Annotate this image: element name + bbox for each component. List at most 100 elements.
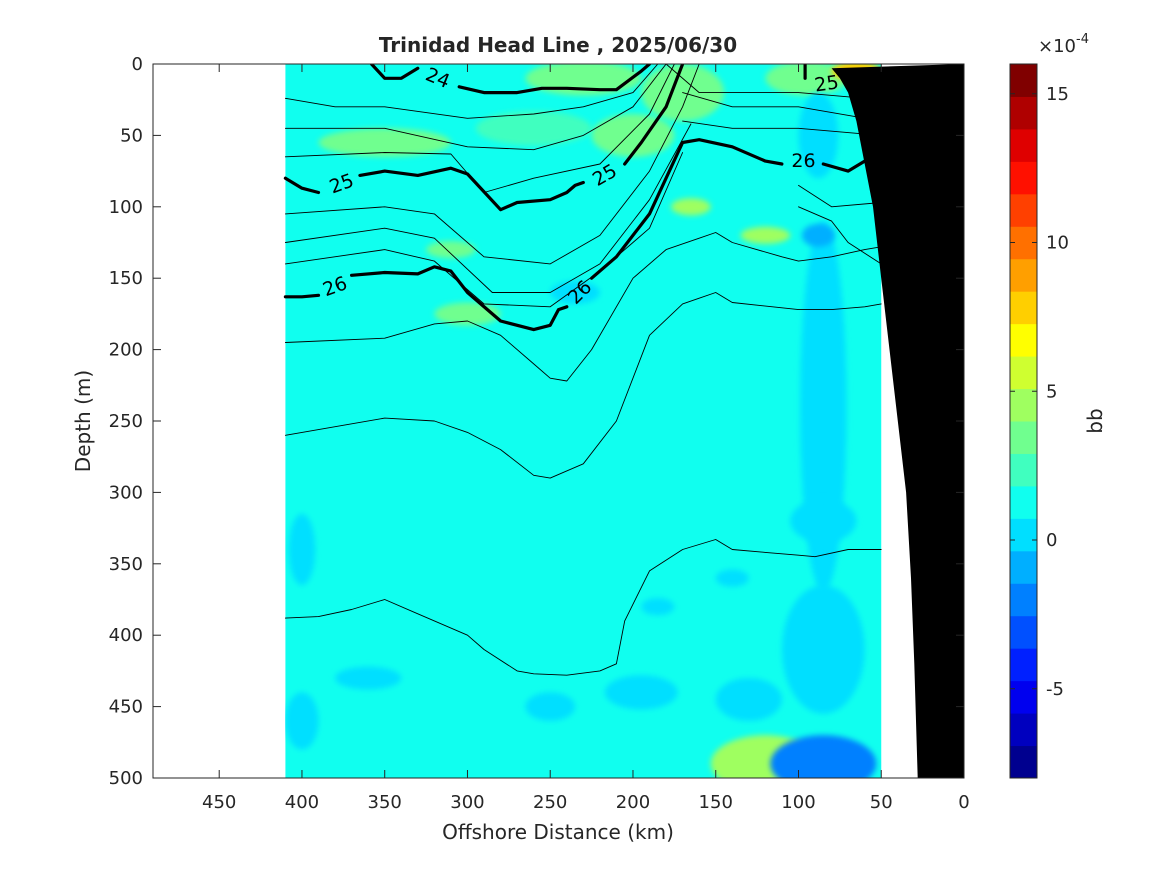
anomaly-layer [285,64,882,778]
colorbar-label: bb [1083,408,1107,433]
x-tick-label: 0 [958,792,969,813]
anomaly-patch [781,585,865,714]
x-tick-label: 150 [699,792,733,813]
anomaly-patch [604,675,678,710]
anomaly-patch [770,735,877,778]
colorbar-cell [1010,193,1037,227]
y-tick-label: 150 [109,268,143,289]
colorbar-frame [1009,63,1038,779]
y-tick-label: 50 [120,125,143,146]
y-tick-label: 400 [109,625,143,646]
contour-line-bold [457,64,652,95]
colorbar-cell [1010,550,1037,584]
y-tick-label: 0 [132,54,143,75]
colorbar-cell [1010,453,1037,487]
anomaly-patch [798,92,839,179]
colorbar-cell [1010,388,1037,422]
x-tick-label: 350 [368,792,402,813]
anomaly-patch [790,499,857,543]
contour-line [284,64,659,119]
colorbar-cell [1010,421,1037,454]
contour-line [284,292,882,479]
colorbar-tick-label: 0 [1046,530,1057,551]
x-tick-label: 50 [870,792,893,813]
y-tick-label: 450 [109,697,143,718]
colorbar-exponent-base: ×10 [1038,36,1076,57]
y-axis: 0 50 100 150 200 250 300 350 400 450 500 [109,54,964,789]
x-tick-label: 100 [781,792,815,813]
chart-title: Trinidad Head Line , 2025/06/30 [379,33,737,57]
contour-label: 26 [791,150,815,172]
anomaly-patch [285,692,319,750]
colorbar-cell [1010,615,1037,649]
colorbar-tick-label: 5 [1046,381,1057,402]
contour-label: 25 [813,71,840,96]
colorbar-exponent: ×10-4 [1038,32,1089,57]
anomaly-patch [740,226,791,244]
colorbar-tick-label: 15 [1046,84,1069,105]
anomaly-patch [800,221,847,593]
anomaly-patch [641,598,675,616]
colorbar-exponent-power: -4 [1076,32,1089,47]
contour-line-bold [358,166,585,212]
x-tick-label: 450 [202,792,236,813]
colorbar-cell [1010,680,1037,714]
contour-line [284,64,700,265]
y-tick-label: 300 [109,482,143,503]
contour-line [798,206,882,265]
anomaly-patch [715,678,782,721]
anomaly-patch [475,111,592,146]
colorbar-cell [1010,161,1037,195]
contour-line [682,120,882,136]
contour-line-bold [283,293,321,299]
anomaly-patch [715,569,749,587]
anomaly-patch [765,64,849,96]
anomaly-patch [671,198,711,216]
y-tick-label: 250 [109,411,143,432]
x-tick-label: 300 [450,792,484,813]
colorbar-cell [1010,518,1037,552]
contour-line [798,184,882,208]
anomaly-patch [801,223,835,247]
x-tick-label: 400 [285,792,319,813]
colorbar-tick-label: 10 [1046,233,1069,254]
contour-line [682,92,882,122]
contour-line [665,64,882,101]
colorbar-cell [1010,64,1037,97]
colorbar-cell [1010,258,1037,292]
x-axis: 450 400 350 300 250 200 150 100 50 0 [202,64,970,813]
y-tick-label: 200 [109,340,143,361]
contour-line-bold [369,64,420,80]
contour-line [284,539,882,676]
colorbar-cell [1010,323,1037,357]
anomaly-patch [288,513,316,586]
colorbar-tick-label: -5 [1046,679,1064,700]
x-axis-label: Offshore Distance (km) [442,820,674,844]
colorbar-cells [1010,64,1037,779]
colorbar: 15 10 5 0 -5 bb ×10-4 [1009,32,1107,779]
colorbar-ticks: 15 10 5 0 -5 [1010,84,1069,700]
contour-line [284,123,692,293]
anomaly-patch [426,241,476,259]
colorbar-cell [1010,745,1037,779]
contour-line-bold [283,176,321,195]
colorbar-cell [1010,356,1037,390]
colorbar-cell [1010,485,1037,519]
x-tick-label: 200 [616,792,650,813]
contour-line-bold [350,265,569,332]
anomaly-patch [335,666,402,690]
colorbar-cell [1010,128,1037,162]
contour-line [284,64,675,193]
contour-line [284,64,667,151]
colorbar-cell [1010,291,1037,325]
x-tick-label: 250 [533,792,567,813]
colorbar-cell [1010,648,1037,682]
contour-line [284,152,684,308]
colorbar-cell [1010,96,1037,130]
anomaly-patch [591,113,675,157]
contour-line-bold [590,138,784,280]
bathymetry [831,64,964,778]
y-tick-label: 100 [109,197,143,218]
